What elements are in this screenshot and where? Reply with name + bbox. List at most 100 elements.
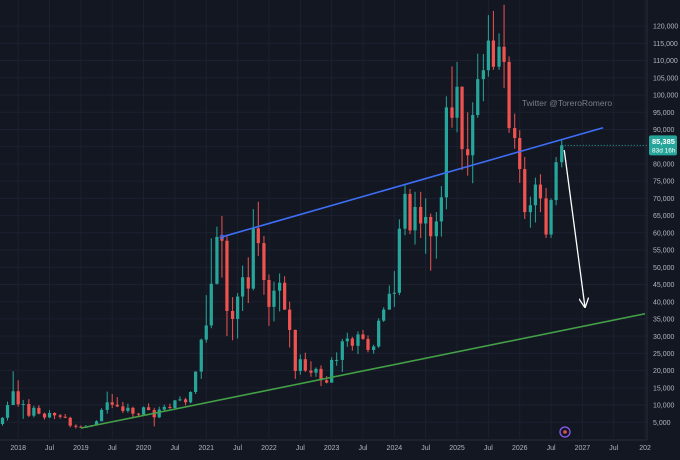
- candle-up: [439, 197, 443, 222]
- y-tick-label: 80,000: [653, 162, 675, 169]
- candle-up: [277, 282, 282, 291]
- candle-down: [429, 216, 433, 237]
- candle-up: [241, 277, 245, 297]
- x-tick-label: 2023: [324, 445, 340, 452]
- candle-up: [94, 421, 99, 426]
- candle-up: [560, 145, 564, 163]
- candle-down: [52, 412, 57, 416]
- candle-up: [424, 216, 428, 224]
- candle-up: [99, 409, 104, 422]
- x-tick-label: 2027: [575, 445, 591, 452]
- trendline-anchor[interactable]: [219, 234, 225, 240]
- candles: [0, 4, 564, 429]
- candle-down: [283, 282, 287, 310]
- candle-down: [16, 391, 20, 405]
- candle-down: [466, 149, 470, 156]
- resistance-trendline[interactable]: [221, 126, 604, 238]
- y-tick-label: 120,000: [653, 24, 678, 31]
- candle-up: [397, 228, 401, 293]
- candle-down: [419, 206, 423, 224]
- price-axis[interactable]: 5,000 10,000 15,000 20,000 25,000 30,000 35,00…: [646, 0, 680, 455]
- y-tick-label: 110,000: [653, 58, 678, 65]
- y-tick-label: 65,000: [653, 213, 675, 220]
- price-tag-box: [649, 135, 677, 156]
- x-tick-label: 2026: [512, 445, 528, 452]
- candle-down: [366, 338, 370, 350]
- candle-up: [209, 283, 213, 326]
- y-tick-label: 60,000: [653, 230, 675, 237]
- y-tick-label: 75,000: [653, 179, 675, 186]
- candle-down: [507, 61, 511, 129]
- candle-up: [476, 79, 480, 115]
- candle-down: [408, 193, 412, 231]
- x-tick-label: Jul: [296, 445, 305, 452]
- support-trendline[interactable]: [80, 312, 646, 429]
- y-tick-label: 40,000: [653, 299, 675, 306]
- price-tag-countdown: 83d 16h: [652, 147, 676, 154]
- candle-down: [303, 359, 307, 371]
- x-tick-label: Jul: [108, 445, 117, 452]
- y-tick-label: 95,000: [653, 110, 675, 117]
- time-axis-bg: [0, 440, 680, 455]
- candle-up: [157, 409, 161, 418]
- candle-up: [204, 325, 208, 340]
- candle-up: [141, 407, 146, 415]
- candle-down: [319, 368, 323, 381]
- y-tick-label: 90,000: [653, 127, 675, 134]
- candle-down: [183, 399, 188, 403]
- candle-up: [403, 193, 407, 229]
- candle-down: [491, 40, 496, 67]
- candle-up: [335, 359, 339, 361]
- y-tick-label: 20,000: [653, 368, 675, 375]
- x-tick-label: 2024: [387, 445, 403, 452]
- candle-down: [42, 413, 47, 418]
- candle-up: [162, 406, 166, 410]
- candle-up: [173, 400, 177, 408]
- candle-down: [68, 417, 72, 426]
- candle-up: [251, 228, 255, 289]
- candle-up: [481, 70, 485, 80]
- y-tick-label: 15,000: [653, 385, 675, 392]
- x-tick-label: Jul: [547, 445, 556, 452]
- candle-down: [121, 406, 125, 411]
- x-tick-label: 2025: [449, 445, 465, 452]
- candle-up: [105, 402, 109, 410]
- y-tick-label: 10,000: [653, 403, 675, 410]
- y-tick-label: 115,000: [653, 41, 678, 48]
- candle-down: [27, 404, 31, 416]
- candle-up: [314, 368, 318, 373]
- candle-up: [126, 407, 130, 411]
- candle-up: [377, 320, 381, 347]
- candle-down: [325, 380, 329, 383]
- candle-down: [63, 416, 67, 418]
- projection-arrow[interactable]: [563, 150, 585, 307]
- candle-down: [74, 425, 78, 427]
- candle-down: [518, 138, 522, 170]
- candle-up: [47, 412, 52, 418]
- candle-up: [497, 46, 501, 67]
- candle-up: [11, 391, 15, 406]
- candle-down: [115, 404, 119, 407]
- candle-up: [382, 309, 386, 321]
- x-tick-label: 202: [639, 445, 651, 452]
- time-axis[interactable]: 2018 Jul 2019 Jul 2020 Jul 2021 Jul 2022 Jul 2023 J…: [0, 439, 680, 455]
- candle-down: [293, 329, 297, 371]
- candle-down: [361, 334, 365, 339]
- tradingview-logo-icon[interactable]: [559, 426, 571, 438]
- candle-down: [450, 107, 454, 118]
- y-tick-label: 45,000: [653, 282, 675, 289]
- candle-down: [246, 277, 250, 289]
- y-tick-label: 100,000: [653, 93, 678, 100]
- candle-up: [178, 399, 182, 401]
- candle-down: [502, 46, 506, 62]
- y-tick-label: 5,000: [653, 420, 671, 427]
- price-tag-value: 85,385: [652, 137, 675, 146]
- candle-down: [256, 228, 260, 244]
- x-tick-label: 2022: [261, 445, 277, 452]
- candle-down: [513, 128, 517, 139]
- candle-up: [549, 200, 553, 235]
- candle-up: [528, 205, 533, 213]
- y-tick-label: 50,000: [653, 265, 675, 272]
